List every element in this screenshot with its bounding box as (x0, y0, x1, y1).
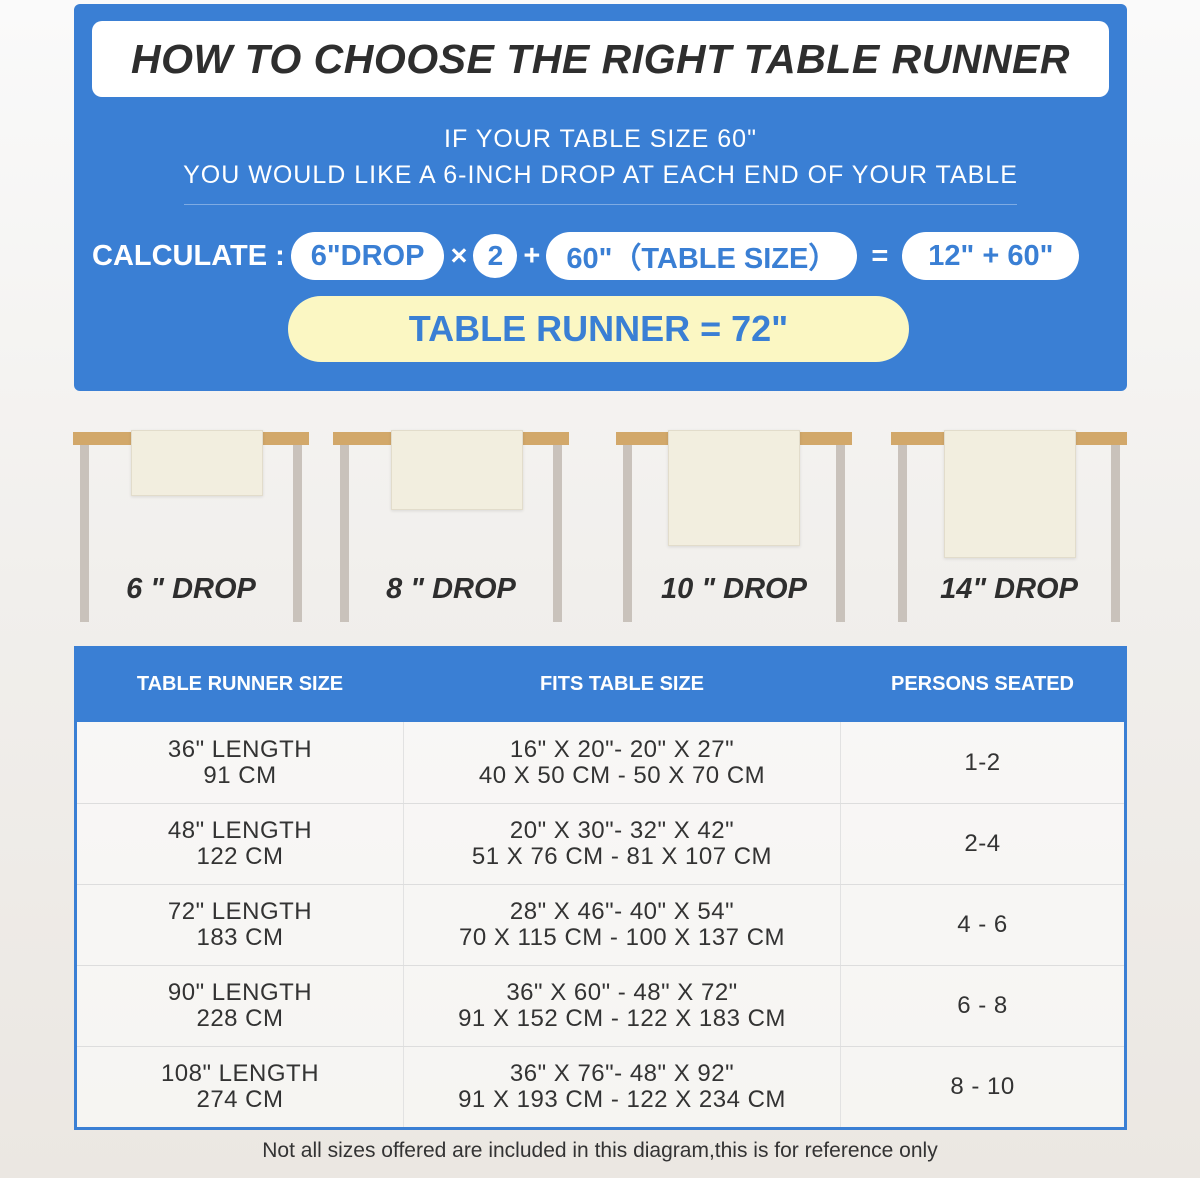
persons-cell: 6 - 8 (841, 966, 1124, 1046)
table-row: 90" LENGTH 228 CM 36" X 60" - 48" X 72" 91… (77, 965, 1124, 1046)
runner-cloth (391, 430, 523, 510)
table-header: TABLE RUNNER SIZE FITS TABLE SIZE PERSON… (77, 646, 1124, 722)
drop-illustration-6: 6 " DROP (73, 430, 309, 622)
runner-cm: 91 CM (203, 761, 277, 789)
calc-label: CALCULATE : (92, 239, 285, 272)
fit-inches: 36" X 76"- 48" X 92" (509, 1060, 735, 1087)
table-size-pill: 60"（TABLE SIZE） (546, 232, 858, 280)
equals-sign: = (871, 239, 889, 272)
fits-table-cell: 20" X 30"- 32" X 42" 51 X 76 CM - 81 X 10… (403, 804, 841, 884)
persons-seated: 4 - 6 (957, 911, 1008, 938)
persons-cell: 4 - 6 (841, 885, 1124, 965)
intro-line-1: IF YOUR TABLE SIZE 60" (444, 125, 757, 153)
runner-cm: 122 CM (196, 843, 284, 870)
persons-seated: 1-2 (964, 748, 1001, 776)
drop-pill: 6"DROP (290, 232, 445, 280)
drop-label: 14" DROP (940, 573, 1078, 605)
runner-length: 36" LENGTH (167, 735, 313, 763)
fit-cm: 91 X 193 CM - 122 X 234 CM (458, 1086, 786, 1113)
header-runner-size: TABLE RUNNER SIZE (136, 672, 344, 695)
table-leg (293, 445, 302, 622)
result-pill: TABLE RUNNER = 72" (288, 296, 909, 362)
runner-cloth (131, 430, 263, 496)
drop-label: 10 " DROP (661, 573, 807, 605)
fit-cm: 40 X 50 CM - 50 X 70 CM (478, 761, 766, 789)
persons-seated: 2-4 (964, 830, 1001, 857)
runner-cm: 228 CM (196, 1005, 284, 1032)
calculation-panel: HOW TO CHOOSE THE RIGHT TABLE RUNNER IF … (74, 4, 1127, 391)
sum-pill: 12" + 60" (902, 232, 1080, 280)
calculation-row: CALCULATE : 6"DROP × 2 + 60"（TABLE SIZE）… (92, 232, 1080, 280)
runner-size-cell: 108" LENGTH 274 CM (77, 1047, 403, 1127)
fits-table-cell: 16" X 20"- 20" X 27" 40 X 50 CM - 50 X 70… (403, 722, 841, 803)
drop-illustration-14: 14" DROP (891, 430, 1127, 622)
table-row: 72" LENGTH 183 CM 28" X 46"- 40" X 54" 70 … (77, 884, 1124, 965)
plus-sign: + (523, 239, 541, 272)
header-persons: PERSONS SEATED (891, 672, 1074, 695)
page-title: HOW TO CHOOSE THE RIGHT TABLE RUNNER (92, 21, 1109, 97)
fit-cm: 91 X 152 CM - 122 X 183 CM (458, 1005, 786, 1032)
fit-cm: 51 X 76 CM - 81 X 107 CM (471, 843, 773, 870)
persons-cell: 2-4 (841, 804, 1124, 884)
runner-size-cell: 72" LENGTH 183 CM (77, 885, 403, 965)
fits-table-cell: 28" X 46"- 40" X 54" 70 X 115 CM - 100 X … (403, 885, 841, 965)
persons-seated: 8 - 10 (950, 1073, 1015, 1100)
table-leg (836, 445, 845, 622)
multiplier-circle: 2 (473, 234, 518, 278)
table-row: 36" LENGTH 91 CM 16" X 20"- 20" X 27" 40 X… (77, 722, 1124, 803)
runner-length: 48" LENGTH (167, 817, 313, 844)
runner-length: 72" LENGTH (167, 898, 313, 925)
persons-cell: 8 - 10 (841, 1047, 1124, 1127)
drop-label: 6 " DROP (126, 573, 256, 605)
fit-inches: 36" X 60" - 48" X 72" (506, 979, 738, 1006)
divider (184, 204, 1017, 205)
header-fits-table: FITS TABLE SIZE (539, 672, 705, 695)
runner-length: 90" LENGTH (167, 979, 313, 1006)
times-sign: × (450, 239, 468, 272)
drop-label: 8 " DROP (386, 573, 516, 605)
drop-illustration-10: 10 " DROP (616, 430, 852, 622)
table-leg (340, 445, 349, 622)
drop-illustration-8: 8 " DROP (333, 430, 569, 622)
table-leg (1111, 445, 1120, 622)
runner-cloth (944, 430, 1076, 558)
fits-table-cell: 36" X 60" - 48" X 72" 91 X 152 CM - 122 X… (403, 966, 841, 1046)
persons-seated: 6 - 8 (957, 992, 1008, 1019)
fit-cm: 70 X 115 CM - 100 X 137 CM (458, 924, 786, 951)
footnote: Not all sizes offered are included in th… (262, 1139, 938, 1162)
fit-inches: 28" X 46"- 40" X 54" (509, 898, 735, 925)
persons-cell: 1-2 (841, 722, 1124, 803)
fit-inches: 20" X 30"- 32" X 42" (509, 817, 735, 844)
table-row: 48" LENGTH 122 CM 20" X 30"- 32" X 42" 51 … (77, 803, 1124, 884)
runner-size-cell: 36" LENGTH 91 CM (77, 722, 403, 803)
fit-inches: 16" X 20"- 20" X 27" (509, 735, 735, 763)
runner-size-cell: 90" LENGTH 228 CM (77, 966, 403, 1046)
runner-cm: 274 CM (196, 1086, 284, 1113)
runner-cm: 183 CM (196, 924, 284, 951)
table-leg (553, 445, 562, 622)
runner-cloth (668, 430, 800, 546)
intro-line-2: YOU WOULD LIKE A 6-INCH DROP AT EACH END… (183, 161, 1018, 189)
runner-size-cell: 48" LENGTH 122 CM (77, 804, 403, 884)
runner-length: 108" LENGTH (160, 1060, 320, 1087)
table-row: 108" LENGTH 274 CM 36" X 76"- 48" X 92" 91… (77, 1046, 1124, 1127)
fits-table-cell: 36" X 76"- 48" X 92" 91 X 193 CM - 122 X … (403, 1047, 841, 1127)
table-leg (623, 445, 632, 622)
size-table: TABLE RUNNER SIZE FITS TABLE SIZE PERSON… (74, 646, 1127, 1130)
table-leg (80, 445, 89, 622)
table-leg (898, 445, 907, 622)
